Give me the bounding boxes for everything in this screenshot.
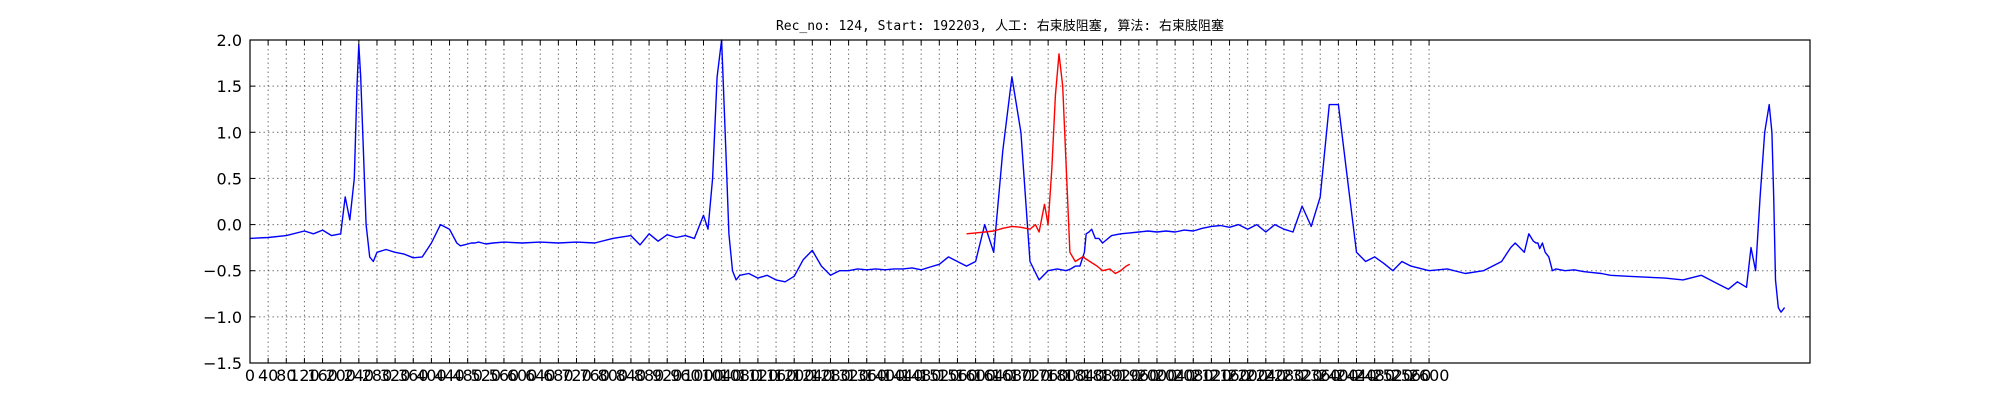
x-tick-label: 1200 xyxy=(774,366,815,385)
x-tick-label: 1960 xyxy=(1118,366,1159,385)
x-tick-label: 880 xyxy=(634,366,665,385)
x-tick-label: 2400 xyxy=(1318,366,1359,385)
x-tick-label: 1560 xyxy=(937,366,978,385)
x-tick-label: 1280 xyxy=(810,366,851,385)
x-tick-label: 1800 xyxy=(1046,366,1087,385)
x-tick-label: 1520 xyxy=(919,366,960,385)
x-tick-label: 1480 xyxy=(901,366,942,385)
x-tick-label: 200 xyxy=(325,366,356,385)
x-tick-label: 1760 xyxy=(1028,366,1069,385)
series-layer xyxy=(249,39,1786,313)
x-tick-label: 2440 xyxy=(1336,366,1377,385)
x-tick-label: 2360 xyxy=(1300,366,1341,385)
y-tick-label: 1.5 xyxy=(217,77,242,96)
x-tick-label: 0 xyxy=(245,366,255,385)
y-tick-label: −1.5 xyxy=(203,354,242,373)
x-tick-label: 2120 xyxy=(1191,366,1232,385)
x-tick-label: 600 xyxy=(507,366,538,385)
x-tick-label: 2480 xyxy=(1354,366,1395,385)
x-tick-label: 240 xyxy=(344,366,375,385)
x-tick-label: 1400 xyxy=(865,366,906,385)
x-tick-label: 2280 xyxy=(1264,366,1305,385)
x-tick-label: 40 xyxy=(258,366,278,385)
x-tick-label: 160 xyxy=(307,366,338,385)
x-tick-label: 400 xyxy=(416,366,447,385)
y-tick-label: 1.0 xyxy=(217,123,242,142)
x-tick-label: 80 xyxy=(276,366,296,385)
ticks-layer: 2.01.51.00.50.0−0.5−1.0−1.50 408012016020… xyxy=(203,31,1810,385)
x-tick-label: 280 xyxy=(362,366,393,385)
x-tick-label: 1040 xyxy=(701,366,742,385)
x-tick-label: 520 xyxy=(471,366,502,385)
x-tick-label: 2080 xyxy=(1173,366,1214,385)
y-tick-label: 0.5 xyxy=(217,169,242,188)
x-tick-label: 1720 xyxy=(1010,366,1051,385)
x-tick-label: 360 xyxy=(398,366,429,385)
x-tick-label: 1680 xyxy=(992,366,1033,385)
x-tick-label: 840 xyxy=(616,366,647,385)
x-tick-label: 2320 xyxy=(1282,366,1323,385)
x-tick-label: 1640 xyxy=(973,366,1014,385)
x-tick-label: 2160 xyxy=(1209,366,1250,385)
x-tick-label: 1440 xyxy=(883,366,924,385)
x-tick-label: 2560 xyxy=(1391,366,1432,385)
x-tick-label: 800 xyxy=(598,366,629,385)
x-tick-label: 2520 xyxy=(1372,366,1413,385)
x-tick-label: 680 xyxy=(543,366,574,385)
x-tick-label: 1880 xyxy=(1082,366,1123,385)
x-tick-label: 1080 xyxy=(719,366,760,385)
chart-title: Rec_no: 124, Start: 192203, 人工: 右束肢阻塞, 算… xyxy=(776,18,1224,34)
x-tick-label: 1240 xyxy=(792,366,833,385)
x-tick-label: 1360 xyxy=(846,366,887,385)
x-tick-label: 560 xyxy=(489,366,520,385)
x-tick-label: 960 xyxy=(670,366,701,385)
x-tick-label: 1600 xyxy=(955,366,996,385)
y-tick-label: −0.5 xyxy=(203,262,242,281)
x-tick-label: 2200 xyxy=(1227,366,1268,385)
grid-layer xyxy=(250,40,1810,363)
x-tick-label: 2000 xyxy=(1137,366,1178,385)
x-tick-label: 480 xyxy=(452,366,483,385)
x-tick-label: 120 xyxy=(289,366,320,385)
y-tick-label: 0.0 xyxy=(217,216,242,235)
y-tick-label: 2.0 xyxy=(217,31,242,50)
x-tick-label: 720 xyxy=(561,366,592,385)
x-tick-label: 920 xyxy=(652,366,683,385)
x-tick-label: 1120 xyxy=(738,366,779,385)
x-tick-label: 1840 xyxy=(1064,366,1105,385)
ecg-highlight-line xyxy=(966,53,1131,275)
x-tick-label: 2240 xyxy=(1245,366,1286,385)
y-tick-label: −1.0 xyxy=(203,308,242,327)
x-tick-label: 440 xyxy=(434,366,465,385)
x-tick-label: 2600 xyxy=(1409,366,1450,385)
x-tick-label: 1000 xyxy=(683,366,724,385)
x-tick-label: 1320 xyxy=(828,366,869,385)
x-tick-label: 1160 xyxy=(756,366,797,385)
x-tick-label: 640 xyxy=(525,366,556,385)
x-tick-label: 320 xyxy=(380,366,411,385)
plot-frame xyxy=(249,39,1811,364)
ecg-signal-line xyxy=(249,39,1786,313)
x-tick-label: 760 xyxy=(579,366,610,385)
x-tick-label: 2040 xyxy=(1155,366,1196,385)
x-tick-label: 1920 xyxy=(1100,366,1141,385)
